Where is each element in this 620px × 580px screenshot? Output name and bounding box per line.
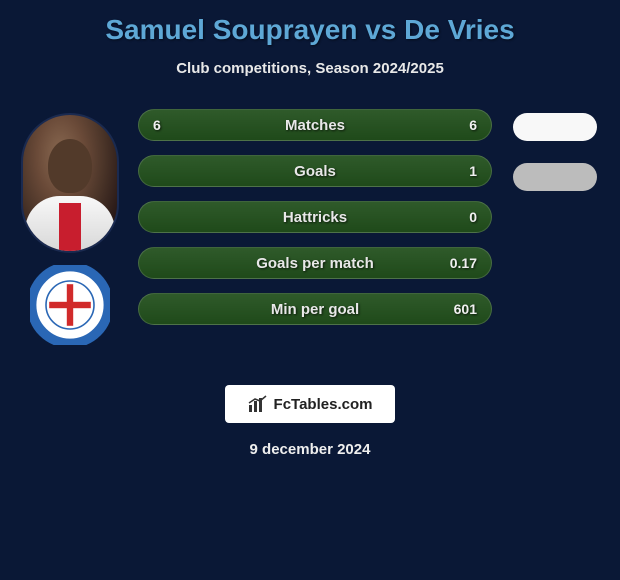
stat-label: Goals bbox=[294, 163, 336, 180]
content-area: MELBOURNE CITY FOOTBALL CLUB 6 Matches 6… bbox=[0, 105, 620, 345]
stat-right-value: 0.17 bbox=[450, 255, 477, 271]
stat-label: Matches bbox=[285, 117, 345, 134]
stat-label: Goals per match bbox=[256, 255, 374, 272]
stat-label: Hattricks bbox=[283, 209, 347, 226]
stat-bar-min-per-goal: Min per goal 601 bbox=[138, 293, 492, 325]
date-text: 9 december 2024 bbox=[0, 441, 620, 458]
stat-right-value: 601 bbox=[454, 301, 477, 317]
stat-label: Min per goal bbox=[271, 301, 359, 318]
stat-right-value: 1 bbox=[469, 163, 477, 179]
stat-bar-hattricks: Hattricks 0 bbox=[138, 201, 492, 233]
footer-logo: FcTables.com bbox=[225, 385, 395, 423]
page-title: Samuel Souprayen vs De Vries bbox=[0, 0, 620, 46]
stat-right-value: 6 bbox=[469, 117, 477, 133]
stat-bar-goals-per-match: Goals per match 0.17 bbox=[138, 247, 492, 279]
player-photo bbox=[21, 113, 119, 253]
comparison-pill bbox=[513, 163, 597, 191]
stat-bar-goals: Goals 1 bbox=[138, 155, 492, 187]
club-badge: MELBOURNE CITY FOOTBALL CLUB bbox=[30, 265, 110, 345]
stat-left-value: 6 bbox=[153, 117, 161, 133]
comparison-pill bbox=[513, 113, 597, 141]
footer-logo-text: FcTables.com bbox=[274, 396, 373, 413]
stat-right-value: 0 bbox=[469, 209, 477, 225]
chart-icon bbox=[248, 395, 268, 413]
stats-column: 6 Matches 6 Goals 1 Hattricks 0 Goals pe… bbox=[130, 105, 500, 345]
jersey-accent bbox=[59, 203, 81, 251]
stat-bar-matches: 6 Matches 6 bbox=[138, 109, 492, 141]
left-column: MELBOURNE CITY FOOTBALL CLUB bbox=[10, 105, 130, 345]
subtitle: Club competitions, Season 2024/2025 bbox=[0, 60, 620, 77]
right-column bbox=[500, 105, 610, 345]
